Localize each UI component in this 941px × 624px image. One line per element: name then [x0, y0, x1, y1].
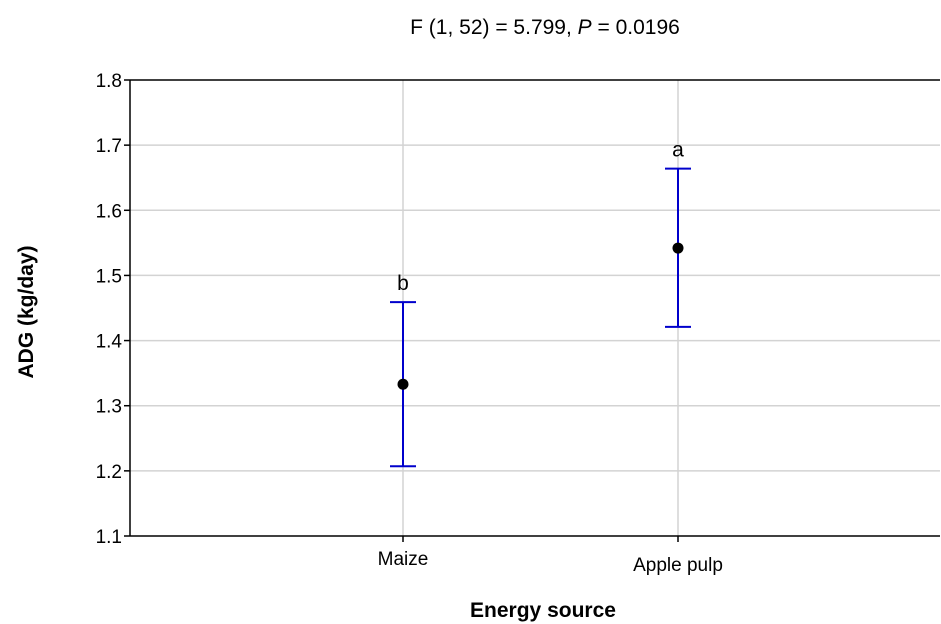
chart-title-p-symbol: P — [578, 16, 592, 39]
group-letter-label: a — [672, 139, 684, 162]
plot-frame — [129, 79, 940, 537]
y-tick-label: 1.7 — [96, 136, 122, 157]
y-axis-title: ADG (kg/day) — [15, 245, 38, 378]
y-tick-label: 1.5 — [96, 266, 122, 287]
y-tick-label: 1.3 — [96, 397, 122, 418]
y-tick-label: 1.8 — [96, 71, 122, 92]
x-axis-title: Energy source — [470, 599, 616, 622]
group-letter-label: b — [397, 272, 409, 295]
y-tick-label: 1.2 — [96, 462, 122, 483]
gridlines — [130, 80, 940, 536]
y-tick-label: 1.4 — [96, 332, 123, 353]
x-tick-label: Maize — [378, 549, 429, 570]
y-axis: 1.1 1.2 1.3 1.4 1.5 1.6 1.7 1.8 — [96, 71, 130, 548]
chart-title-prefix: F (1, 52) = 5.799, — [410, 16, 578, 39]
y-tick-label: 1.6 — [96, 201, 122, 222]
chart-title-p-value: = 0.0196 — [592, 16, 680, 39]
y-tick-label: 1.1 — [96, 527, 122, 548]
mean-point — [397, 378, 409, 390]
x-axis: Maize Apple pulp — [378, 536, 723, 576]
chart-marks: ba — [390, 139, 691, 468]
chart-title: F (1, 52) = 5.799, P = 0.0196 — [410, 16, 680, 39]
mean-point — [672, 242, 684, 254]
x-tick-label: Apple pulp — [633, 555, 723, 576]
